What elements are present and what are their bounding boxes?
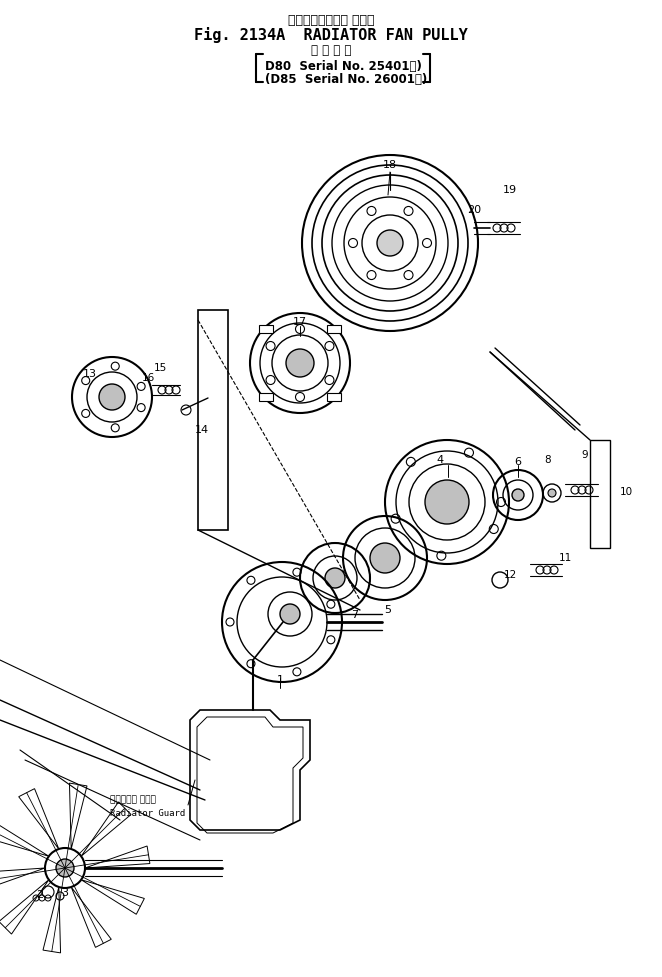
- Circle shape: [99, 384, 125, 410]
- Circle shape: [377, 230, 403, 256]
- Text: D80  Serial No. 25401～): D80 Serial No. 25401～): [265, 60, 422, 73]
- Circle shape: [548, 489, 556, 497]
- Text: 3: 3: [62, 888, 68, 898]
- Polygon shape: [190, 710, 310, 830]
- Text: 2: 2: [36, 890, 44, 900]
- FancyBboxPatch shape: [327, 325, 341, 333]
- Text: ラジエータファン プーリ: ラジエータファン プーリ: [288, 14, 374, 27]
- Circle shape: [325, 568, 345, 588]
- Text: 16: 16: [142, 373, 155, 383]
- FancyBboxPatch shape: [327, 393, 341, 401]
- Circle shape: [56, 859, 74, 877]
- Text: 14: 14: [195, 425, 209, 435]
- FancyBboxPatch shape: [259, 325, 273, 333]
- Polygon shape: [0, 868, 45, 890]
- Text: ラジェータ ガード: ラジェータ ガード: [110, 795, 156, 804]
- Circle shape: [425, 480, 469, 524]
- Text: 20: 20: [467, 205, 481, 215]
- Text: 12: 12: [503, 570, 516, 580]
- Text: Radiator Guard: Radiator Guard: [110, 809, 185, 818]
- Polygon shape: [198, 310, 228, 530]
- Circle shape: [512, 489, 524, 501]
- Polygon shape: [0, 822, 49, 856]
- Text: Fig. 2134A  RADIATOR FAN PULLY: Fig. 2134A RADIATOR FAN PULLY: [194, 27, 468, 43]
- Polygon shape: [81, 879, 144, 914]
- Text: 17: 17: [293, 317, 307, 327]
- Text: 6: 6: [514, 457, 522, 467]
- Text: 8: 8: [545, 455, 551, 465]
- Polygon shape: [43, 887, 60, 953]
- Text: 18: 18: [383, 160, 397, 170]
- Text: 4: 4: [436, 455, 444, 465]
- Polygon shape: [19, 788, 59, 849]
- Text: 11: 11: [558, 553, 571, 563]
- Circle shape: [286, 349, 314, 377]
- Polygon shape: [71, 887, 111, 948]
- Text: 9: 9: [582, 450, 589, 460]
- Text: 15: 15: [154, 363, 167, 373]
- Polygon shape: [590, 440, 610, 548]
- Text: 7: 7: [352, 610, 359, 620]
- Circle shape: [280, 604, 300, 624]
- Text: 5: 5: [385, 605, 391, 615]
- Text: (D85  Serial No. 26001～): (D85 Serial No. 26001～): [265, 73, 427, 86]
- Text: 1: 1: [277, 675, 283, 685]
- Polygon shape: [85, 846, 150, 868]
- Text: 19: 19: [503, 185, 517, 195]
- Circle shape: [370, 543, 400, 573]
- Text: 13: 13: [83, 369, 97, 379]
- Text: 適 用 号 機: 適 用 号 機: [311, 44, 351, 57]
- Polygon shape: [0, 879, 49, 934]
- Polygon shape: [70, 784, 87, 849]
- Polygon shape: [81, 802, 131, 856]
- Text: 10: 10: [620, 487, 633, 497]
- FancyBboxPatch shape: [259, 393, 273, 401]
